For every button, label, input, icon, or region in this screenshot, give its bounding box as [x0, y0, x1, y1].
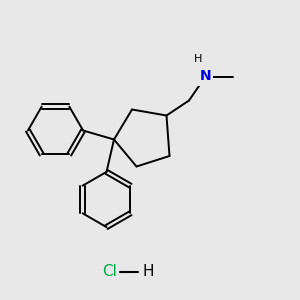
- Text: H: H: [194, 54, 202, 64]
- Text: H: H: [143, 264, 154, 279]
- Text: Cl: Cl: [102, 264, 117, 279]
- Text: N: N: [200, 70, 211, 83]
